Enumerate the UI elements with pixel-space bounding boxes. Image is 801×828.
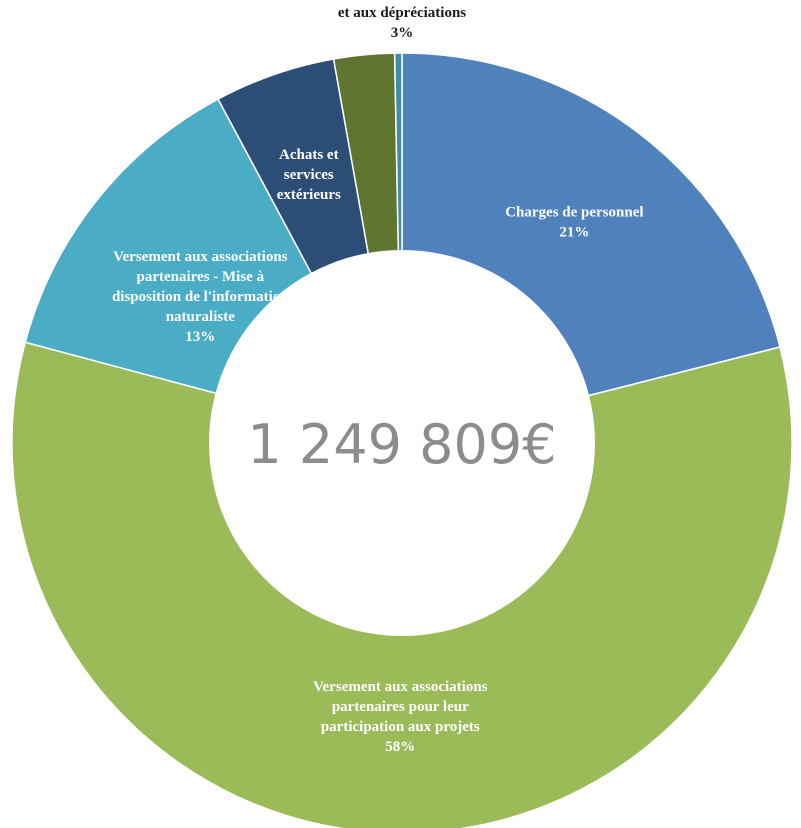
slice-label-line: partenaires - Mise à	[136, 269, 264, 285]
slice-label-line: 21%	[559, 224, 589, 240]
slice-label-line: partenaires pour leur	[332, 699, 469, 715]
slice-label-1: Versement aux associations partenaires po…	[313, 679, 488, 755]
slice-label-line: 58%	[385, 739, 415, 755]
slice-label-line: naturaliste	[166, 309, 236, 325]
donut-hole	[209, 250, 595, 636]
slice-label-line: Versement aux associations	[313, 679, 488, 695]
slice-label-line: 3%	[391, 25, 414, 41]
slice-label-line: disposition de l'information	[112, 289, 289, 305]
slice-label-line: et aux dépréciations	[338, 5, 466, 21]
slice-label-line: Achats et	[279, 147, 339, 163]
slice-label-line: Charges de personnel	[505, 204, 643, 220]
slice-label-2: Versement aux associations partenaires - …	[112, 249, 289, 345]
labels-layer: Charges de personnel 21% Versement aux ass…	[112, 5, 644, 755]
center-total-label: 1 249 809€	[247, 413, 556, 476]
slice-label-line: services	[284, 167, 334, 183]
slice-label-line: Versement aux associations	[113, 249, 288, 265]
slice-label-3: Achats et services extérieurs	[277, 147, 341, 203]
slice-label-0: Charges de personnel 21%	[505, 204, 643, 240]
slice-label-line: 13%	[185, 329, 215, 345]
slice-label-4: et aux dépréciations 3%	[338, 5, 466, 41]
slice-label-line: participation aux projets	[321, 719, 480, 735]
slice-label-line: extérieurs	[277, 187, 341, 203]
